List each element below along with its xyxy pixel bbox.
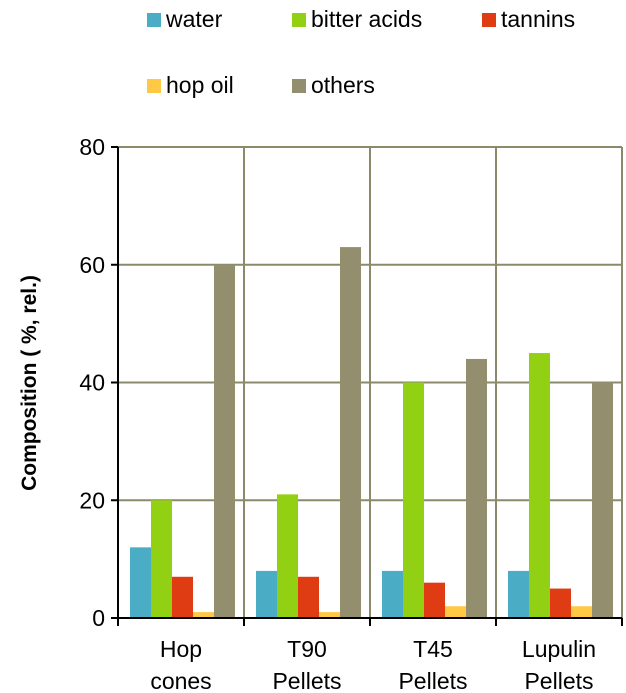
x-category-label: Pellets	[272, 668, 341, 693]
x-category-labels: Hop cones T90 Pellets T45 Pellets Lupulin Pelle…	[150, 636, 596, 693]
bar-hop-oil-t90-pellets	[319, 612, 340, 618]
bar-others-lupulin-pellets	[592, 382, 613, 618]
bar-bitter-acids-t45-pellets	[403, 382, 424, 618]
y-tick-label: 40	[79, 370, 105, 396]
bar-bitter-acids-t90-pellets	[277, 494, 298, 618]
y-tick-label: 60	[79, 252, 105, 278]
bar-others-hop-cones	[214, 264, 235, 618]
legend-swatch-others	[292, 78, 306, 93]
legend-label-tannins: tannins	[501, 6, 576, 32]
bar-tannins-hop-cones	[172, 576, 193, 618]
x-category-label: Hop	[160, 636, 202, 662]
bar-water-t90-pellets	[256, 570, 277, 618]
bar-hop-oil-t45-pellets	[445, 606, 466, 618]
bar-tannins-t45-pellets	[424, 582, 445, 618]
x-category-label: Lupulin	[522, 636, 596, 662]
bar-others-t45-pellets	[466, 358, 487, 618]
legend-swatch-tannins	[482, 12, 496, 27]
legend-item-others: others	[292, 72, 375, 99]
legend-item-water: water	[147, 6, 222, 33]
bar-water-hop-cones	[130, 547, 151, 618]
bars	[130, 247, 613, 618]
legend-label-bitter-acids: bitter acids	[311, 6, 423, 32]
legend-swatch-bitter-acids	[292, 12, 306, 27]
x-category-label: Pellets	[524, 668, 593, 693]
x-category-label: T90	[287, 636, 327, 662]
bar-water-t45-pellets	[382, 570, 403, 618]
bar-tannins-lupulin-pellets	[550, 588, 571, 618]
bar-others-t90-pellets	[340, 247, 361, 618]
legend-label-hop-oil: hop oil	[166, 72, 234, 98]
y-tick-label: 20	[79, 487, 105, 513]
legend-label-water: water	[166, 6, 223, 32]
bar-bitter-acids-hop-cones	[151, 500, 172, 618]
legend-item-tannins: tannins	[482, 6, 575, 33]
bar-water-lupulin-pellets	[508, 570, 529, 618]
legend-item-bitter-acids: bitter acids	[292, 6, 422, 33]
y-tick-label: 80	[79, 134, 105, 160]
bar-tannins-t90-pellets	[298, 576, 319, 618]
bar-hop-oil-hop-cones	[193, 612, 214, 618]
y-tick-label: 0	[92, 605, 105, 631]
legend: water bitter acids tannins hop oil other…	[0, 0, 626, 110]
x-category-label: cones	[150, 668, 211, 693]
legend-label-others: others	[311, 72, 375, 98]
bar-hop-oil-lupulin-pellets	[571, 606, 592, 618]
bar-bitter-acids-lupulin-pellets	[529, 353, 550, 618]
y-tick-labels: 0 20 40 60 80	[79, 134, 105, 631]
legend-item-hop-oil: hop oil	[147, 72, 234, 99]
legend-swatch-water	[147, 12, 161, 27]
legend-swatch-hop-oil	[147, 78, 161, 93]
x-category-label: T45	[413, 636, 453, 662]
axes	[111, 146, 623, 626]
y-axis-title: Composition ( %, rel.)	[18, 275, 41, 491]
x-category-label: Pellets	[398, 668, 467, 693]
